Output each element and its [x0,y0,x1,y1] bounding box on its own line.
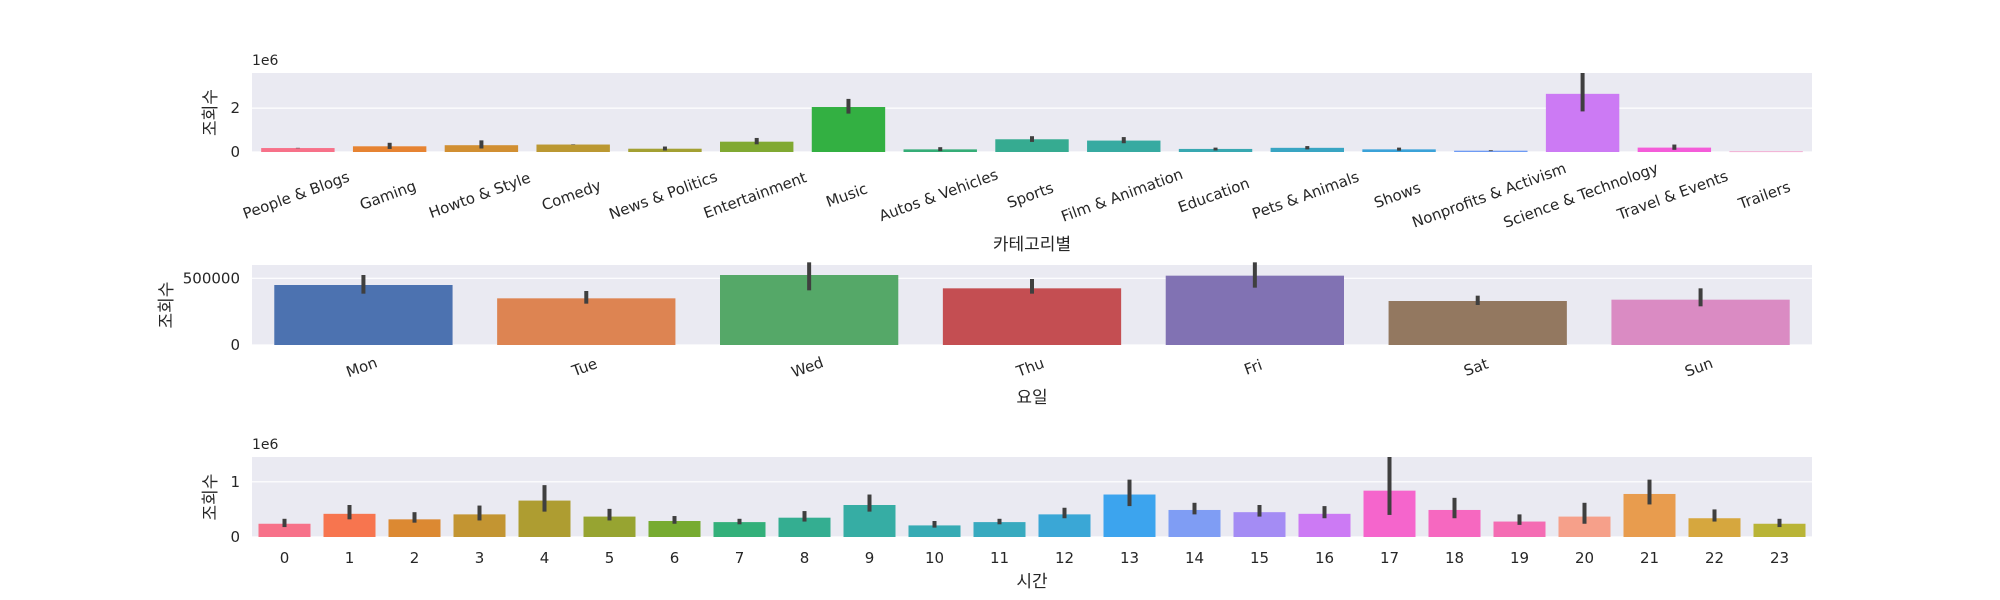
y-axis-label: 조회수 [157,282,177,329]
bar [648,521,701,537]
x-tick-label: 4 [540,549,550,567]
y-axis-label: 조회수 [201,474,221,521]
x-tick-label: Howto & Style [426,169,532,222]
y-axis-label: 조회수 [201,89,221,136]
x-tick-label: Sun [1682,354,1715,381]
x-tick-label: People & Blogs [240,168,352,223]
bar [1178,148,1253,152]
bar [1038,514,1091,537]
x-tick-label: Pets & Animals [1250,168,1362,223]
bar [444,145,519,152]
x-tick-label: 14 [1185,549,1204,567]
y-tick-label: 1 [230,473,240,491]
bar [995,139,1069,152]
bar [583,516,636,537]
x-tick-label: Tue [569,354,600,380]
y-multiplier-label: 1e6 [252,53,279,69]
x-tick-label: 12 [1055,549,1074,567]
x-tick-label: Trailers [1735,178,1793,214]
bar [453,514,506,537]
x-tick-label: 8 [800,549,810,567]
x-tick-label: 0 [280,549,290,567]
x-tick-label: Education [1176,174,1252,216]
bar [1611,299,1790,345]
y-tick-label: 0 [230,143,240,161]
y-tick-label: 500000 [183,269,240,287]
bar [1298,513,1351,537]
y-tick-label: 2 [230,99,240,117]
bar [274,285,453,345]
x-tick-label: Thu [1013,354,1047,381]
x-tick-label: Autos & Vehicles [877,165,1001,225]
x-tick-label: Nonprofits & Activism [1410,159,1569,232]
y-multiplier-label: 1e6 [252,437,279,453]
bar [536,144,610,152]
x-tick-label: 22 [1705,549,1724,567]
bar [720,141,794,152]
bar [497,298,676,345]
x-tick-label: 2 [410,549,420,567]
bar [1493,521,1546,537]
bar [1454,150,1528,152]
x-tick-label: 1 [345,549,355,567]
bar [1270,147,1344,152]
bar [1388,301,1567,345]
plot-area-2 [252,457,1812,537]
x-tick-label: Mon [344,353,380,381]
x-tick-label: Fri [1242,356,1265,379]
x-tick-label: Film & Animation [1059,165,1186,226]
x-tick-label: 23 [1770,549,1789,567]
x-tick-label: Entertainment [701,168,809,222]
x-axis-label: 카테고리별 [993,235,1071,255]
x-tick-label: Music [824,180,870,212]
bar [1688,518,1741,537]
bar [258,523,311,537]
x-tick-label: Science & Technology [1501,159,1661,232]
x-tick-label: 5 [605,549,615,567]
x-tick-label: Sat [1461,355,1490,380]
bar [973,522,1026,537]
x-axis-label: 시간 [1016,572,1048,592]
x-tick-label: 17 [1380,549,1399,567]
x-tick-label: Shows [1372,179,1424,212]
x-tick-label: Wed [789,353,826,381]
bar [1087,140,1161,152]
x-tick-label: 21 [1640,549,1659,567]
bar [942,288,1122,345]
x-tick-label: 20 [1575,549,1594,567]
y-tick-label: 0 [230,336,240,354]
bar [713,522,766,537]
bar [261,148,335,152]
x-tick-label: 18 [1445,549,1464,567]
x-tick-label: 10 [925,549,944,567]
bar [323,513,376,537]
bar [811,107,886,152]
bar [1168,509,1221,537]
bar [1729,151,1803,153]
bar [388,519,441,537]
x-tick-label: 7 [735,549,745,567]
x-tick-label: 6 [670,549,680,567]
x-tick-label: News & Politics [607,167,720,223]
bar [908,525,961,537]
x-tick-label: Sports [1005,179,1057,212]
x-tick-label: Gaming [357,177,418,214]
x-axis-label: 요일 [1016,388,1047,408]
x-tick-label: 9 [865,549,875,567]
x-tick-label: 16 [1315,549,1334,567]
x-tick-label: 13 [1120,549,1139,567]
x-tick-label: 15 [1250,549,1269,567]
x-tick-label: 3 [475,549,485,567]
bar [1753,523,1806,537]
bar [352,146,427,152]
x-tick-label: 11 [990,549,1009,567]
x-tick-label: 19 [1510,549,1529,567]
bar [1558,516,1611,537]
y-tick-label: 0 [230,528,240,546]
bar [778,517,831,537]
x-tick-label: Comedy [539,176,603,214]
